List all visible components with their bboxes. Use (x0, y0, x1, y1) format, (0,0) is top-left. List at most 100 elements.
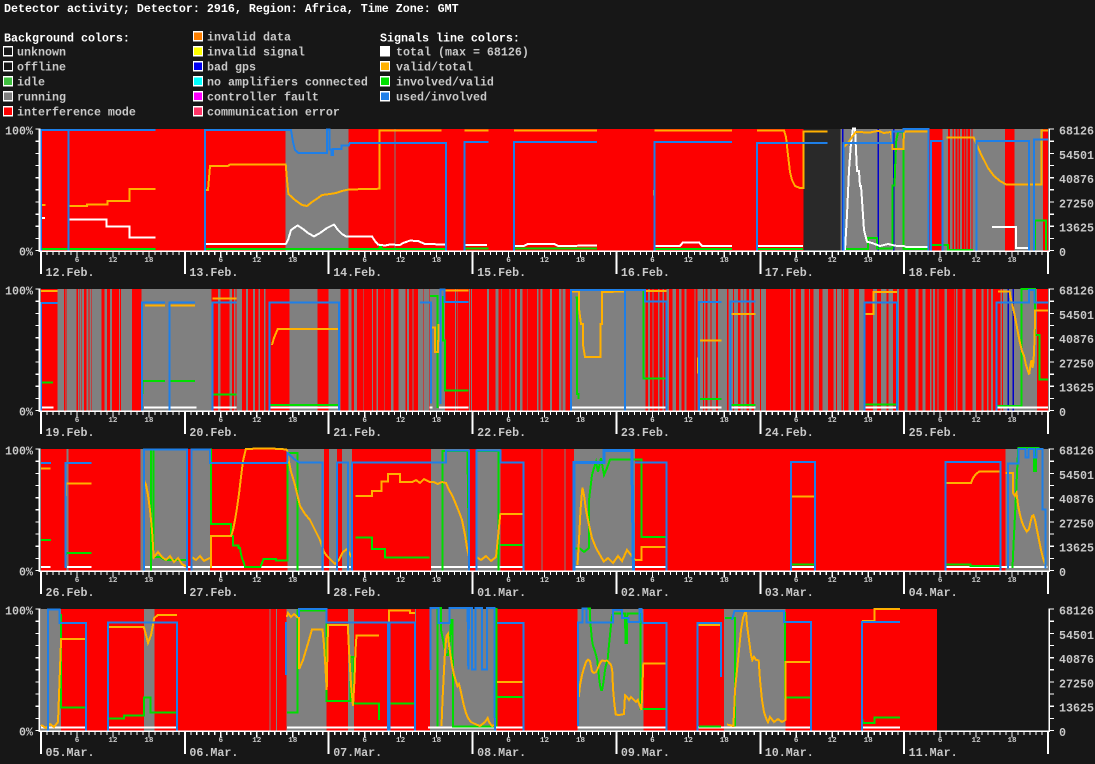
svg-text:18: 18 (432, 577, 442, 585)
svg-text:02.Mar.: 02.Mar. (621, 586, 670, 600)
svg-text:100%: 100% (5, 285, 33, 299)
svg-text:18: 18 (864, 417, 874, 425)
svg-text:18: 18 (144, 737, 154, 745)
svg-text:12: 12 (108, 417, 118, 425)
svg-text:09.Mar.: 09.Mar. (621, 746, 670, 760)
svg-text:total (max = 68126): total (max = 68126) (396, 46, 529, 60)
svg-text:6: 6 (794, 417, 799, 425)
svg-text:27250: 27250 (1059, 677, 1094, 691)
svg-text:11.Mar.: 11.Mar. (909, 746, 958, 760)
svg-text:07.Mar.: 07.Mar. (333, 746, 382, 760)
svg-text:12: 12 (252, 737, 262, 745)
svg-text:12: 12 (396, 257, 406, 265)
svg-text:18: 18 (144, 577, 154, 585)
svg-text:6: 6 (362, 737, 367, 745)
svg-text:12: 12 (108, 737, 118, 745)
svg-text:18: 18 (576, 577, 586, 585)
svg-text:6: 6 (506, 417, 511, 425)
svg-text:54501: 54501 (1059, 629, 1094, 643)
svg-text:6: 6 (938, 577, 943, 585)
svg-text:27250: 27250 (1059, 197, 1094, 211)
svg-text:12.Feb.: 12.Feb. (46, 266, 95, 280)
svg-text:6: 6 (650, 737, 655, 745)
svg-text:18: 18 (288, 257, 298, 265)
svg-text:13625: 13625 (1059, 382, 1094, 396)
svg-text:12: 12 (540, 737, 550, 745)
svg-text:12: 12 (540, 417, 550, 425)
svg-text:12: 12 (396, 417, 406, 425)
svg-text:18: 18 (720, 417, 730, 425)
svg-text:0: 0 (1059, 726, 1066, 740)
svg-text:6: 6 (362, 257, 367, 265)
svg-text:13625: 13625 (1059, 542, 1094, 556)
svg-text:18: 18 (720, 257, 730, 265)
svg-text:54501: 54501 (1059, 149, 1094, 163)
svg-text:03.Mar.: 03.Mar. (765, 586, 814, 600)
svg-text:0: 0 (1059, 566, 1066, 580)
svg-text:24.Feb.: 24.Feb. (765, 426, 814, 440)
svg-text:18: 18 (720, 577, 730, 585)
svg-text:6: 6 (219, 577, 224, 585)
svg-text:68126: 68126 (1059, 125, 1094, 139)
svg-text:54501: 54501 (1059, 309, 1094, 323)
svg-text:18: 18 (1007, 737, 1017, 745)
svg-text:18: 18 (864, 737, 874, 745)
svg-text:6: 6 (650, 257, 655, 265)
svg-text:27.Feb.: 27.Feb. (189, 586, 238, 600)
svg-text:22.Feb.: 22.Feb. (477, 426, 526, 440)
svg-text:12: 12 (540, 577, 550, 585)
svg-text:unknown: unknown (17, 46, 66, 60)
svg-text:68126: 68126 (1059, 445, 1094, 459)
svg-text:40876: 40876 (1059, 653, 1094, 667)
svg-text:13625: 13625 (1059, 222, 1094, 236)
svg-text:18: 18 (1007, 577, 1017, 585)
svg-text:12: 12 (828, 417, 838, 425)
svg-text:18: 18 (288, 737, 298, 745)
svg-text:12: 12 (828, 257, 838, 265)
svg-text:0%: 0% (19, 726, 33, 740)
svg-text:12: 12 (972, 577, 982, 585)
svg-text:12: 12 (108, 577, 118, 585)
svg-text:18: 18 (432, 737, 442, 745)
svg-text:communication error: communication error (207, 106, 340, 120)
svg-text:40876: 40876 (1059, 333, 1094, 347)
svg-text:interference mode: interference mode (17, 106, 136, 120)
svg-text:12: 12 (684, 417, 694, 425)
svg-text:Detector activity; Detector: 2: Detector activity; Detector: 2916, Regio… (4, 2, 459, 16)
svg-text:0%: 0% (19, 246, 33, 260)
svg-text:40876: 40876 (1059, 493, 1094, 507)
svg-text:06.Mar.: 06.Mar. (189, 746, 238, 760)
svg-text:12: 12 (252, 577, 262, 585)
svg-text:18: 18 (576, 417, 586, 425)
svg-text:10.Mar.: 10.Mar. (765, 746, 814, 760)
svg-text:40876: 40876 (1059, 173, 1094, 187)
svg-text:18: 18 (288, 577, 298, 585)
svg-text:12: 12 (252, 257, 262, 265)
svg-text:12: 12 (972, 737, 982, 745)
svg-text:6: 6 (362, 577, 367, 585)
svg-text:Signals line colors:: Signals line colors: (380, 32, 520, 46)
svg-text:68126: 68126 (1059, 605, 1094, 619)
svg-text:6: 6 (75, 737, 80, 745)
svg-text:18: 18 (432, 257, 442, 265)
svg-text:6: 6 (650, 577, 655, 585)
svg-text:16.Feb.: 16.Feb. (621, 266, 670, 280)
svg-text:12: 12 (396, 577, 406, 585)
svg-text:12: 12 (396, 737, 406, 745)
svg-text:6: 6 (75, 417, 80, 425)
svg-text:12: 12 (828, 577, 838, 585)
svg-text:0: 0 (1059, 246, 1066, 260)
svg-text:12: 12 (540, 257, 550, 265)
svg-text:6: 6 (506, 257, 511, 265)
svg-text:04.Mar.: 04.Mar. (909, 586, 958, 600)
svg-text:0%: 0% (19, 566, 33, 580)
svg-text:6: 6 (219, 737, 224, 745)
svg-text:offline: offline (17, 61, 66, 75)
svg-text:13.Feb.: 13.Feb. (189, 266, 238, 280)
svg-text:6: 6 (794, 577, 799, 585)
svg-text:08.Mar.: 08.Mar. (477, 746, 526, 760)
svg-text:Background colors:: Background colors: (4, 32, 130, 46)
svg-text:involved/valid: involved/valid (396, 76, 494, 90)
svg-text:0: 0 (1059, 406, 1066, 420)
svg-text:12: 12 (252, 417, 262, 425)
